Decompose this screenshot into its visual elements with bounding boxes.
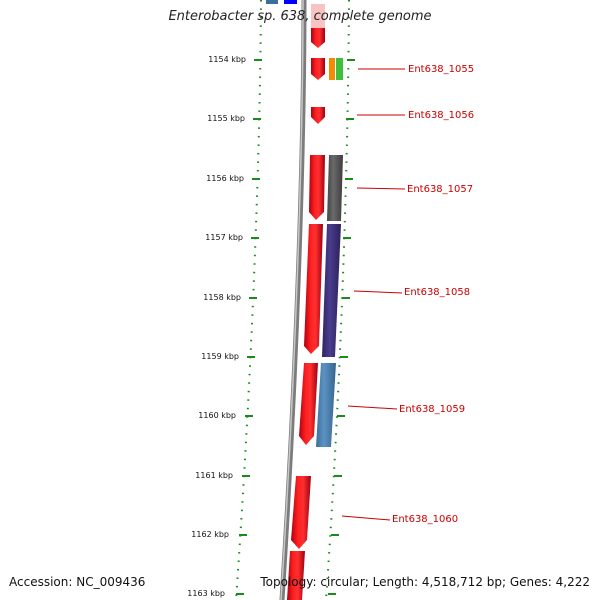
tick-1159: 1159 kbp — [201, 352, 255, 361]
gene-label-1055[interactable]: Ent638_1055 — [358, 64, 474, 75]
feature-grey — [327, 155, 343, 221]
gene-arrow-bottom — [287, 551, 305, 600]
svg-text:1157 kbp: 1157 kbp — [205, 233, 243, 242]
tick-1155: 1155 kbp — [207, 114, 261, 123]
tick-1161: 1161 kbp — [195, 471, 250, 480]
feature-top-darkblue — [284, 0, 297, 4]
svg-text:Ent638_1058: Ent638_1058 — [404, 287, 470, 298]
svg-text:1161 kbp: 1161 kbp — [195, 471, 233, 480]
gene-arrow-1 — [311, 28, 325, 48]
gene-label-1059[interactable]: Ent638_1059 — [347, 404, 465, 415]
svg-text:Ent638_1057: Ent638_1057 — [407, 184, 473, 195]
feature-top-pink — [311, 4, 325, 28]
gene-arrow-1056 — [311, 107, 325, 124]
svg-text:Ent638_1056: Ent638_1056 — [408, 110, 474, 121]
genome-summary: Topology: circular; Length: 4,518,712 bp… — [260, 575, 590, 589]
feature-green — [336, 58, 343, 80]
feature-purple — [322, 224, 341, 357]
gene-arrow-1057 — [309, 155, 325, 220]
gene-arrow-1059 — [299, 363, 318, 445]
gene-arrow-1055 — [311, 58, 325, 80]
gene-arrow-1060 — [291, 476, 311, 549]
genome-backbone-highlight — [280, 0, 304, 600]
svg-text:1162 kbp: 1162 kbp — [191, 530, 229, 539]
feature-steelblue — [316, 363, 336, 447]
svg-text:Ent638_1060: Ent638_1060 — [392, 514, 458, 525]
svg-text:1159 kbp: 1159 kbp — [201, 352, 239, 361]
svg-text:1163 kbp: 1163 kbp — [187, 589, 225, 598]
svg-text:Ent638_1055: Ent638_1055 — [408, 64, 474, 75]
kbp-ticks: 1154 kbp 1155 kbp 1156 kbp 1157 kbp 1158… — [187, 55, 355, 598]
gene-label-1056[interactable]: Ent638_1056 — [357, 110, 474, 121]
tick-1158: 1158 kbp — [203, 293, 257, 302]
gene-label-1060[interactable]: Ent638_1060 — [341, 514, 458, 525]
tick-1157: 1157 kbp — [205, 233, 259, 242]
genome-backbone — [279, 0, 307, 600]
svg-text:1154 kbp: 1154 kbp — [208, 55, 246, 64]
scale-ring-inner — [235, 0, 262, 600]
svg-text:1155 kbp: 1155 kbp — [207, 114, 245, 123]
svg-text:1156 kbp: 1156 kbp — [206, 174, 244, 183]
gene-arrow-1058 — [304, 224, 323, 354]
tick-1156: 1156 kbp — [206, 174, 260, 183]
tick-1163: 1163 kbp — [187, 589, 244, 598]
accession-label: Accession: NC_009436 — [9, 575, 146, 589]
map-title: Enterobacter sp. 638, complete genome — [168, 9, 432, 24]
svg-text:1158 kbp: 1158 kbp — [203, 293, 241, 302]
svg-text:1160 kbp: 1160 kbp — [198, 411, 236, 420]
svg-text:Ent638_1059: Ent638_1059 — [399, 404, 465, 415]
gene-label-1058[interactable]: Ent638_1058 — [353, 287, 470, 298]
tick-1162: 1162 kbp — [191, 530, 247, 539]
tick-1160: 1160 kbp — [198, 411, 253, 420]
tick-1154: 1154 kbp — [208, 55, 262, 64]
gene-label-1057[interactable]: Ent638_1057 — [356, 184, 473, 195]
feature-orange — [329, 58, 335, 80]
scale-ring-outer — [325, 0, 350, 600]
feature-top-blue — [266, 0, 278, 4]
